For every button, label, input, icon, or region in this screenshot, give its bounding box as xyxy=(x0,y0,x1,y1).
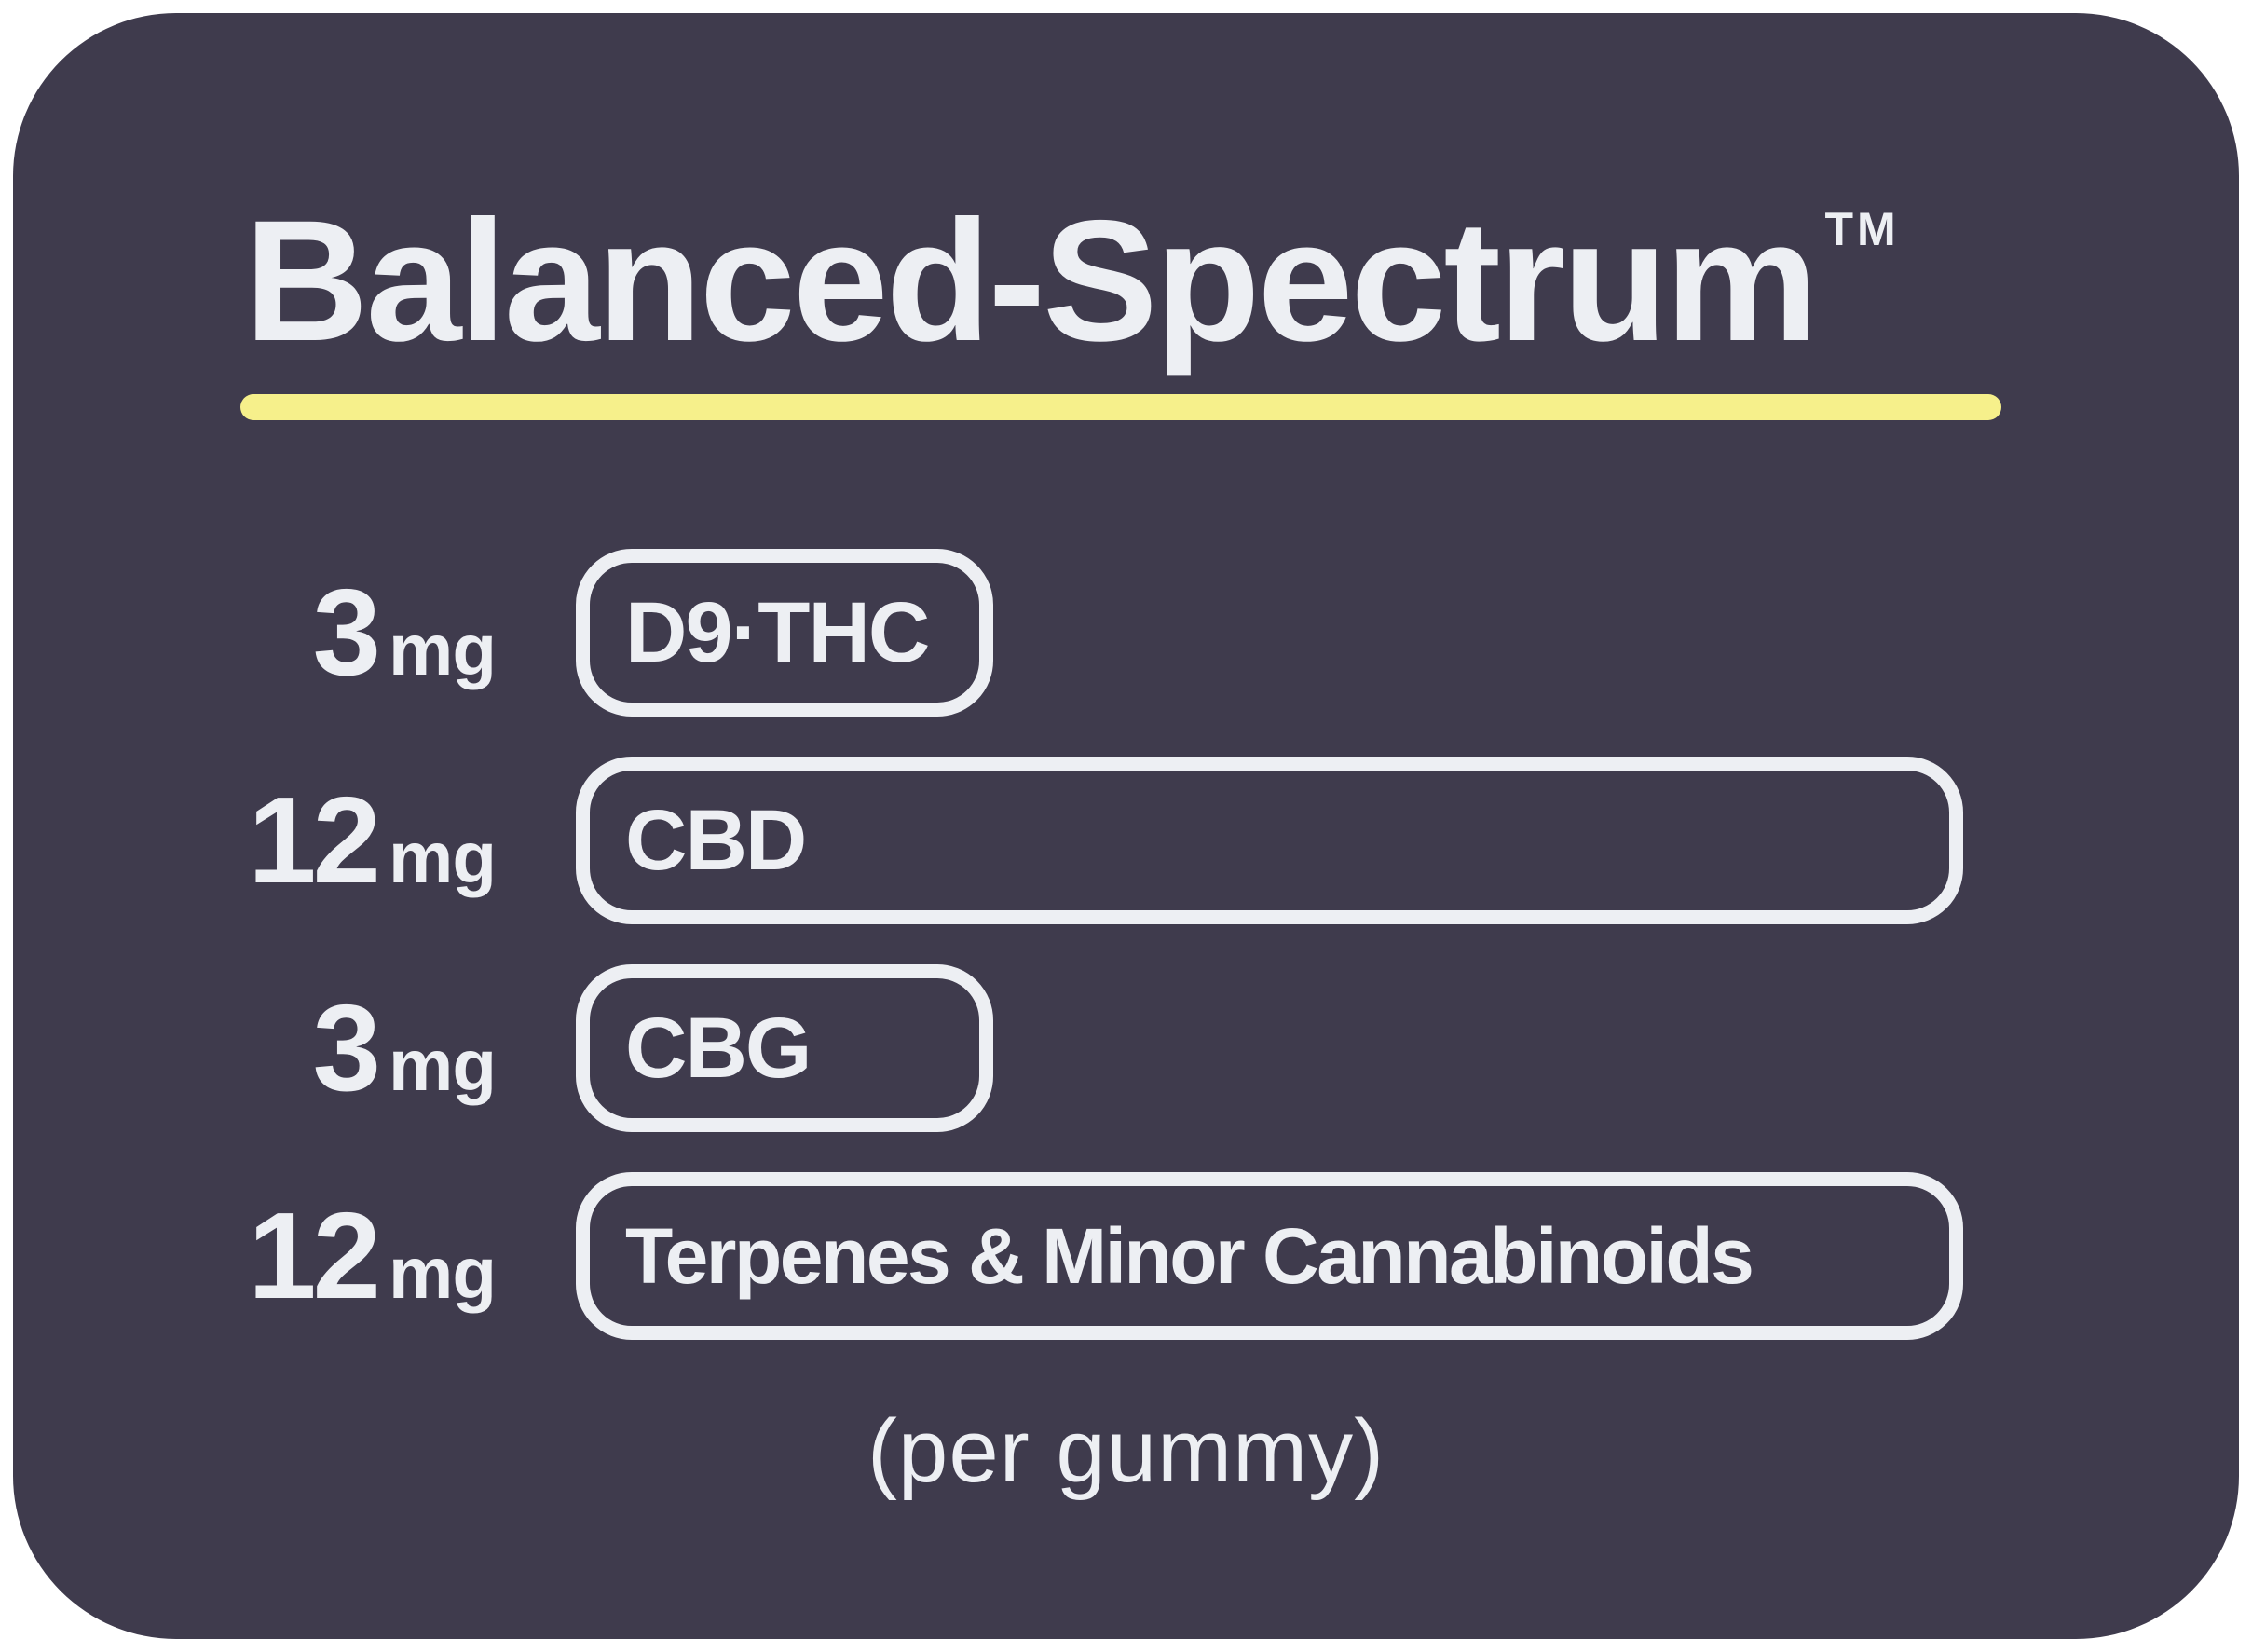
ingredient-pill: D9·THC xyxy=(576,549,993,717)
amount-unit: mg xyxy=(389,608,497,690)
ingredient-pill: CBG xyxy=(576,964,993,1132)
ingredient-row-d9thc: 3 mg D9·THC xyxy=(227,549,1963,717)
amount-unit: mg xyxy=(389,1232,497,1314)
amount-unit: mg xyxy=(389,1024,497,1106)
ingredient-row-cbg: 3 mg CBG xyxy=(227,964,1963,1132)
amount-group: 3 mg xyxy=(227,564,497,701)
ingredient-pill: CBD xyxy=(576,757,1963,924)
header: Balanced-Spectrum TM xyxy=(244,196,2239,368)
amount-value: 12 xyxy=(248,1187,381,1324)
ingredient-row-terpenes: 12 mg Terpenes & Minor Cannabinoids xyxy=(227,1172,1963,1340)
amount-value: 12 xyxy=(248,771,381,908)
amount-group: 3 mg xyxy=(227,979,497,1116)
trademark-symbol: TM xyxy=(1824,203,1900,255)
title-underline xyxy=(240,394,2001,420)
ingredient-row-cbd: 12 mg CBD xyxy=(227,757,1963,924)
ingredient-label: CBD xyxy=(625,793,807,888)
ingredient-label: Terpenes & Minor Cannabinoids xyxy=(625,1212,1754,1300)
ingredient-label: D9·THC xyxy=(625,585,930,680)
amount-value: 3 xyxy=(312,564,381,701)
amount-group: 12 mg xyxy=(227,771,497,908)
amount-unit: mg xyxy=(389,816,497,898)
amount-group: 12 mg xyxy=(227,1187,497,1324)
product-card: Balanced-Spectrum TM 3 mg D9·THC 12 mg CB… xyxy=(13,13,2239,1639)
amount-value: 3 xyxy=(312,979,381,1116)
per-gummy-note: (per gummy) xyxy=(867,1401,1385,1501)
ingredient-pill: Terpenes & Minor Cannabinoids xyxy=(576,1172,1963,1340)
ingredient-label: CBG xyxy=(625,1001,812,1096)
product-title: Balanced-Spectrum xyxy=(244,185,1818,377)
ingredient-list: 3 mg D9·THC 12 mg CBD 3 mg CBG xyxy=(227,549,1963,1340)
